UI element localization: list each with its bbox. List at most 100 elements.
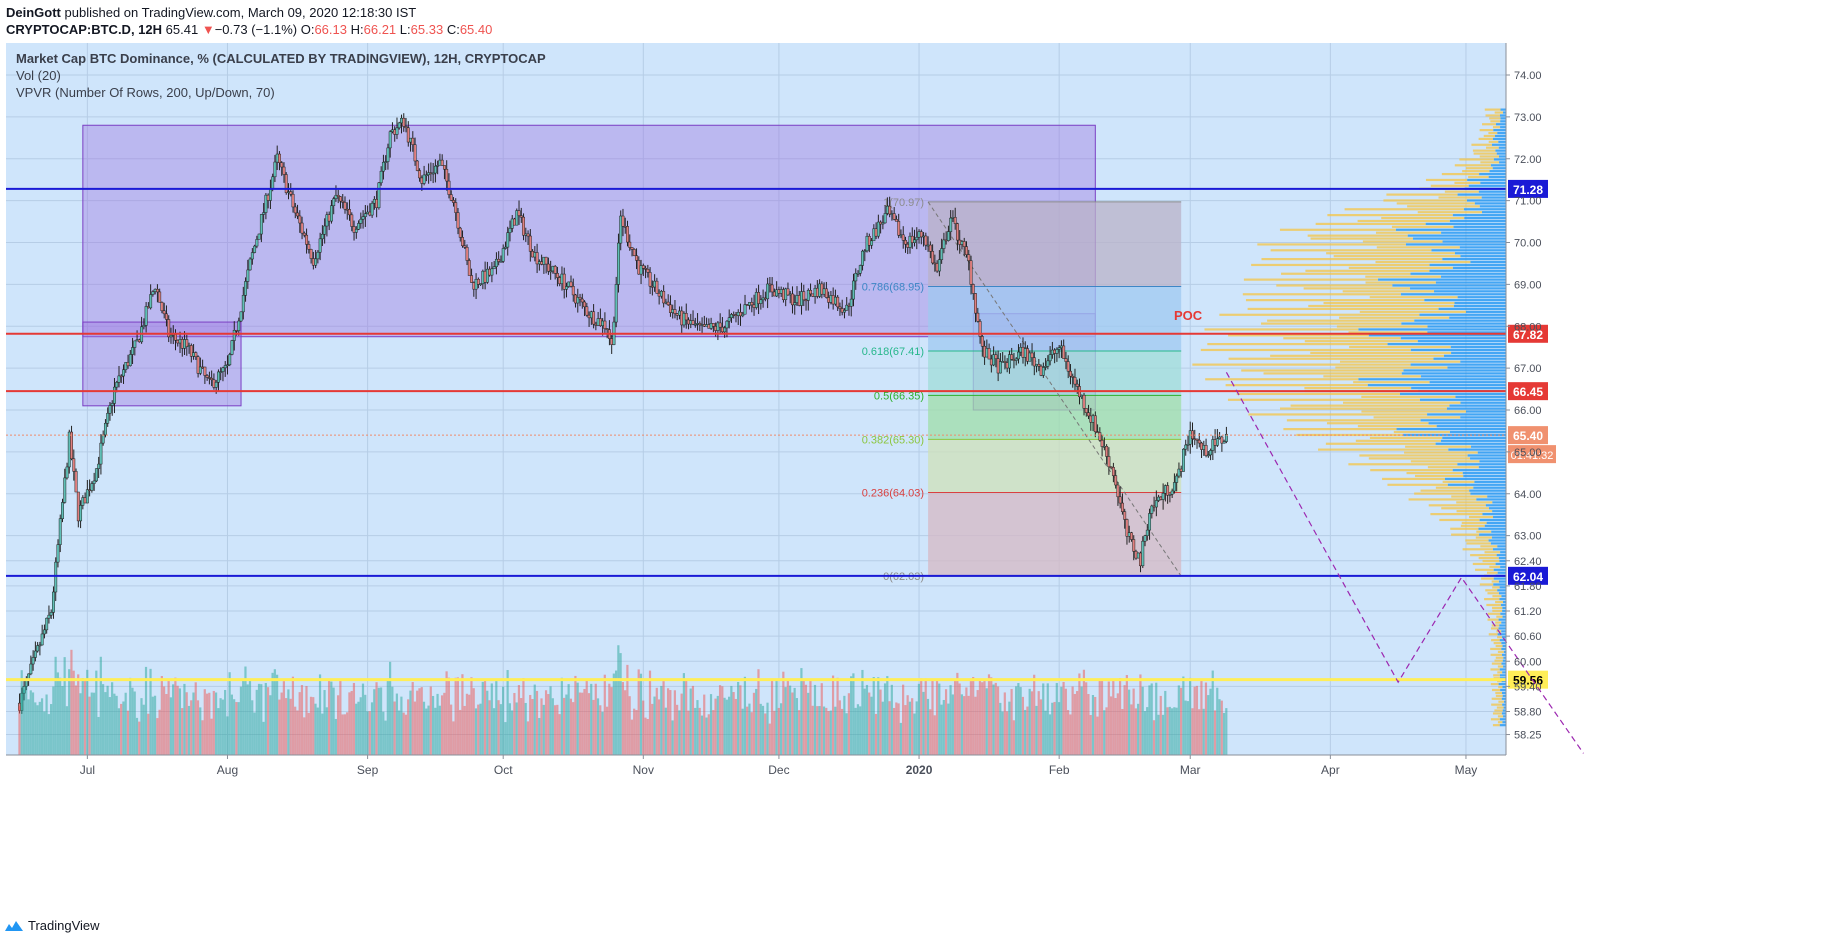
volume-bar	[818, 706, 821, 755]
volume-bar	[890, 684, 893, 755]
volume-bar	[1159, 695, 1162, 755]
candle-body	[31, 657, 35, 665]
volume-bar	[944, 689, 948, 755]
volume-bar	[1220, 700, 1223, 755]
volume-bar	[728, 696, 731, 755]
volume-bar	[431, 695, 435, 755]
vpvr-up-bar	[1500, 565, 1506, 568]
vpvr-up-bar	[1498, 683, 1506, 686]
volume-bar	[97, 716, 100, 755]
volume-bar	[27, 699, 30, 755]
vpvr-up-bar	[1449, 404, 1506, 407]
volume-bar	[126, 710, 130, 755]
vpvr-down-bar	[1461, 521, 1487, 525]
candle-body	[535, 252, 539, 265]
volume-bar	[883, 683, 887, 755]
volume-bar	[398, 710, 401, 755]
vpvr-down-bar	[1481, 577, 1494, 580]
volume-bar	[583, 688, 586, 755]
vpvr-up-bar	[1496, 554, 1506, 557]
vpvr-up-bar	[1443, 354, 1506, 357]
legend-vpvr[interactable]: VPVR (Number Of Rows, 200, Up/Down, 70)	[16, 85, 275, 100]
candle-body	[490, 268, 494, 276]
candle-body	[515, 210, 519, 226]
vpvr-up-bar	[1453, 225, 1506, 228]
candle-body	[546, 263, 550, 272]
volume-bar	[881, 701, 884, 755]
volume-bar	[924, 678, 927, 755]
vpvr-down-bar	[1465, 167, 1493, 170]
candle-body	[241, 295, 245, 313]
volume-bar	[831, 675, 835, 755]
volume-bar	[972, 677, 975, 755]
vpvr-up-bar	[1442, 257, 1506, 261]
candle-body	[244, 281, 248, 296]
vpvr-up-bar	[1460, 401, 1506, 404]
volume-bar	[169, 697, 172, 755]
candle-body	[250, 252, 254, 260]
volume-bar	[224, 689, 227, 755]
legend-volume[interactable]: Vol (20)	[16, 68, 61, 83]
candle-body	[314, 258, 318, 266]
volume-bar	[761, 705, 765, 755]
volume-bar	[22, 689, 26, 755]
volume-bar	[755, 688, 758, 755]
author-name[interactable]: DeinGott	[6, 5, 61, 20]
volume-bar	[716, 695, 719, 755]
volume-bar	[676, 704, 679, 755]
volume-bar	[138, 721, 141, 755]
candle-body	[605, 328, 609, 330]
candle-body	[255, 239, 259, 247]
candle-body	[901, 234, 905, 241]
high-label: H:	[350, 22, 364, 37]
candle-body	[72, 458, 76, 472]
candle-body	[38, 644, 42, 647]
volume-bar	[592, 699, 595, 755]
vpvr-down-bar	[1466, 542, 1491, 545]
volume-bar	[868, 692, 871, 755]
volume-bar	[947, 703, 950, 755]
volume-bar	[974, 696, 977, 755]
chart-area[interactable]: 1(70.97) 0.786(68.95) 0.618(67.41) 0.5(66.3…	[6, 43, 1756, 881]
volume-bar	[992, 684, 995, 755]
volume-bar	[379, 687, 383, 755]
price-tick-label: 69.00	[1514, 279, 1542, 291]
candle-body	[54, 561, 58, 593]
vpvr-up-bar	[1500, 117, 1506, 120]
vpvr-up-bar	[1433, 357, 1506, 360]
footer-brand[interactable]: TradingView	[28, 918, 100, 933]
volume-bar	[682, 673, 685, 755]
vpvr-up-bar	[1464, 216, 1506, 220]
volume-bar	[605, 706, 609, 755]
candle-body	[189, 345, 193, 357]
volume-bar	[1150, 683, 1153, 755]
candle-body	[743, 304, 747, 315]
volume-bar	[86, 669, 89, 755]
vpvr-up-bar	[1499, 718, 1506, 721]
vpvr-down-bar	[1387, 483, 1448, 486]
vpvr-down-bar	[1460, 524, 1485, 527]
volume-bar	[502, 686, 505, 755]
volume-bar	[865, 684, 869, 755]
candle-body	[334, 194, 338, 199]
vpvr-up-bar	[1489, 170, 1506, 173]
price-tick-label: 62.40	[1514, 556, 1542, 568]
price-chart[interactable]: 1(70.97) 0.786(68.95) 0.618(67.41) 0.5(66.3…	[6, 43, 1756, 881]
volume-bar	[1191, 708, 1194, 755]
vpvr-down-bar	[1470, 554, 1497, 557]
volume-bar	[533, 684, 536, 755]
vpvr-up-bar	[1493, 129, 1506, 132]
vpvr-down-bar	[1315, 222, 1426, 226]
candle-body	[63, 477, 67, 503]
volume-bar	[981, 682, 984, 755]
volume-bar	[798, 710, 801, 755]
candle-body	[646, 268, 650, 273]
symbol-label[interactable]: CRYPTOCAP:BTC.D, 12H	[6, 22, 163, 37]
volume-bar	[271, 672, 274, 755]
time-tick-label: Sep	[357, 763, 379, 777]
volume-bar	[1053, 701, 1056, 755]
candle-body	[404, 126, 408, 129]
volume-bar	[560, 677, 563, 755]
volume-bar	[1003, 692, 1006, 755]
vpvr-up-bar	[1425, 222, 1506, 226]
